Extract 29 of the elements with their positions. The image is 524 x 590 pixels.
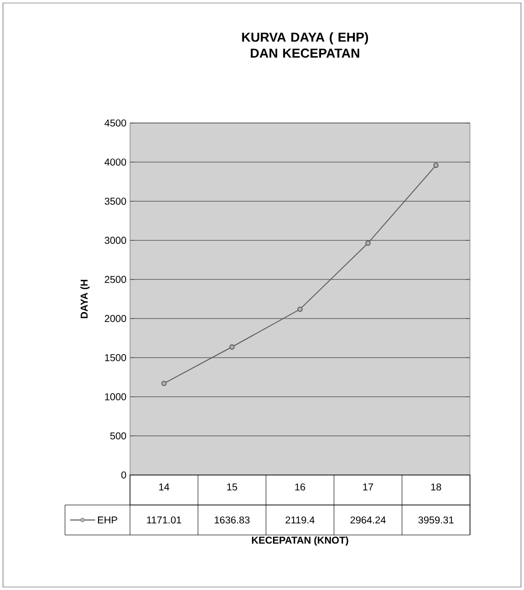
y-axis-title: DAYA (H xyxy=(80,280,90,318)
y-tick-label: 2000 xyxy=(104,315,126,322)
point xyxy=(433,162,439,168)
y-tick-label: 2500 xyxy=(104,276,126,283)
chart-title: KURVA DAYA ( EHP) DAN KECEPATAN xyxy=(242,32,368,58)
y-tick-label: 4500 xyxy=(104,119,126,127)
x-tick-label: 17 xyxy=(363,484,374,490)
x-tick-label: 16 xyxy=(295,483,306,491)
point xyxy=(365,240,371,246)
data-label: 1171.01 xyxy=(147,516,182,524)
y-tick-label: 500 xyxy=(110,432,126,440)
y-tick-label: 3500 xyxy=(104,198,126,205)
point xyxy=(229,344,235,350)
x-tick-label: 14 xyxy=(159,484,170,490)
x-tick-label: 15 xyxy=(227,484,238,490)
data-label: 1636.83 xyxy=(214,516,250,524)
point xyxy=(297,306,303,312)
x-tick-label: 18 xyxy=(431,483,442,491)
y-tick-label: 1000 xyxy=(105,393,126,400)
y-tick-label: 3000 xyxy=(104,236,126,244)
data-label: 2119.4 xyxy=(286,516,315,524)
y-tick-label: 1500 xyxy=(105,354,126,362)
y-tick-label: 4000 xyxy=(104,158,126,166)
point xyxy=(161,380,167,386)
data-label: 3959.31 xyxy=(418,516,454,524)
y-tick-label: 0 xyxy=(121,471,126,479)
legend-label: EHP xyxy=(98,516,118,524)
x-axis-title: KECEPATAN (KNOT) xyxy=(252,536,348,546)
data-label: 2964.24 xyxy=(350,516,386,524)
